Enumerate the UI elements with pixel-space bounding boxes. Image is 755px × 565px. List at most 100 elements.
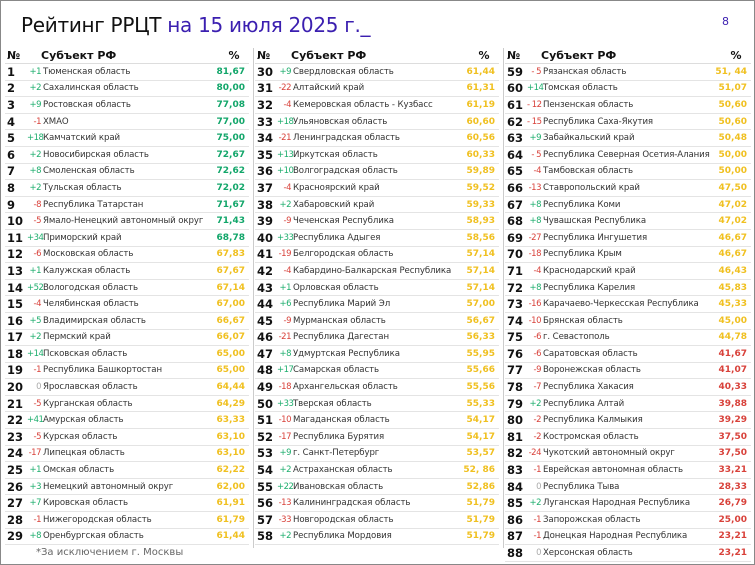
rank: 84 xyxy=(507,479,524,494)
table-row: 36 +10 Волгоградская область 59,89 xyxy=(255,164,499,181)
rank-change: +1 xyxy=(279,282,291,293)
region-name: Краснодарский край xyxy=(543,265,636,276)
rank-change: 0 xyxy=(536,548,541,559)
region-name: Республика Крым xyxy=(543,249,622,260)
region-name: Херсонская область xyxy=(543,548,633,559)
percent-value: 59,52 xyxy=(466,182,495,193)
table-row: 45 -9 Мурманская область 56,67 xyxy=(255,313,499,330)
percent-value: 55,56 xyxy=(466,382,495,393)
rank-change: 0 xyxy=(36,382,41,393)
table-row: 32 -4 Кемеровская область - Кузбасс 61,1… xyxy=(255,97,499,114)
percent-value: 41,67 xyxy=(718,348,747,359)
table-row: 49 -18 Архангельская область 55,56 xyxy=(255,379,499,396)
percent-value: 56,33 xyxy=(466,332,495,343)
table-row: 58 +2 Республика Мордовия 51,79 xyxy=(255,529,499,546)
region-name: Новосибирская область xyxy=(43,149,149,160)
rank: 53 xyxy=(257,446,274,461)
rank-change: -1 xyxy=(533,514,542,525)
region-name: Республика Коми xyxy=(543,199,621,210)
percent-value: 71,43 xyxy=(216,216,245,227)
rank: 39 xyxy=(257,214,274,229)
rank-change: -5 xyxy=(33,216,42,227)
region-name: Рязанская область xyxy=(543,66,627,77)
percent-value: 60,33 xyxy=(466,149,495,160)
rank: 62 xyxy=(507,114,524,129)
percent-value: 61,91 xyxy=(216,498,245,509)
rank-change: +13 xyxy=(277,149,294,160)
percent-value: 39,29 xyxy=(718,415,747,426)
table-row: 15 -4 Челябинская область 67,00 xyxy=(5,296,249,313)
percent-value: 50,00 xyxy=(718,149,747,160)
rank-change: -1 xyxy=(33,514,42,525)
rank-change: +2 xyxy=(29,182,41,193)
rank: 49 xyxy=(257,380,274,395)
percent-value: 81,67 xyxy=(216,66,245,77)
percent-value: 56,67 xyxy=(466,315,495,326)
rank: 52 xyxy=(257,429,274,444)
footnote: *За исключением г. Москвы xyxy=(36,547,184,558)
region-name: Немецкий автономный округ xyxy=(43,481,174,492)
rank: 86 xyxy=(507,512,524,527)
table-row: 48 +17 Самарская область 55,66 xyxy=(255,363,499,380)
rank: 76 xyxy=(507,346,524,361)
rank: 10 xyxy=(7,214,24,229)
rank-change: -4 xyxy=(283,265,292,276)
region-name: Еврейская автономная область xyxy=(543,465,683,476)
table-row: 59 - 5 Рязанская область 51, 44 xyxy=(505,64,751,81)
region-name: Псковская область xyxy=(43,348,128,359)
table-row: 38 +2 Хабаровский край 59,33 xyxy=(255,197,499,214)
percent-value: 25,00 xyxy=(718,514,747,525)
rank: 74 xyxy=(507,313,524,328)
table-row: 47 +8 Удмуртская Республика 55,95 xyxy=(255,346,499,363)
table-row: 9 -8 Республика Татарстан 71,67 xyxy=(5,197,249,214)
rank-change: +2 xyxy=(29,332,41,343)
percent-value: 55,66 xyxy=(466,365,495,376)
table-row: 21 -5 Курганская область 64,29 xyxy=(5,396,249,413)
rank: 6 xyxy=(7,147,16,162)
page-number: 8 xyxy=(722,15,729,28)
percent-value: 61,31 xyxy=(466,83,495,94)
percent-value: 75,00 xyxy=(216,133,245,144)
rank: 67 xyxy=(507,197,524,212)
table-row: 22 +41 Амурская область 63,33 xyxy=(5,412,249,430)
rank: 2 xyxy=(7,81,16,96)
table-header: № Субъект РФ % xyxy=(255,48,499,64)
rank-change: -4 xyxy=(533,166,542,177)
percent-value: 72,02 xyxy=(216,182,245,193)
rank-change: +2 xyxy=(29,149,41,160)
table-row: 81 -2 Костромская область 37,50 xyxy=(505,429,751,446)
rank-change: -1 xyxy=(33,116,42,127)
region-name: Запорожская область xyxy=(543,514,641,525)
percent-value: 67,83 xyxy=(216,249,245,260)
rank: 42 xyxy=(257,263,274,278)
percent-value: 45,83 xyxy=(718,282,747,293)
percent-value: 57,00 xyxy=(466,299,495,310)
rank-change: -4 xyxy=(33,299,42,310)
region-name: Республика Алтай xyxy=(543,398,625,409)
table-row: 5 +18 Камчатский край 75,00 xyxy=(5,130,249,147)
rank: 72 xyxy=(507,280,524,295)
rank-change: -2 xyxy=(533,431,542,442)
rank: 21 xyxy=(7,396,24,411)
rank: 5 xyxy=(7,131,16,146)
rank: 12 xyxy=(7,247,24,262)
rank-change: -1 xyxy=(533,465,542,476)
region-name: Республика Северная Осетия-Алания xyxy=(543,149,710,160)
percent-value: 52, 86 xyxy=(463,465,495,476)
region-name: Донецкая Народная Республика xyxy=(543,531,688,542)
region-name: Кабардино-Балкарская Республика xyxy=(293,265,452,276)
percent-value: 46,43 xyxy=(718,265,747,276)
percent-value: 65,00 xyxy=(216,348,245,359)
rank-change: +8 xyxy=(529,216,541,227)
rank: 87 xyxy=(507,529,524,544)
rank: 55 xyxy=(257,479,274,494)
table-row: 23 -5 Курская область 63,10 xyxy=(5,429,249,446)
rank-change: +2 xyxy=(279,465,291,476)
rank-change: -10 xyxy=(278,415,292,426)
rank-change: -21 xyxy=(278,332,292,343)
percent-value: 51,79 xyxy=(466,531,495,542)
rank-change: +8 xyxy=(529,199,541,210)
percent-value: 50,60 xyxy=(718,116,747,127)
region-name: Карачаево-Черкесская Республика xyxy=(543,299,699,310)
table-row: 44 +6 Республика Марий Эл 57,00 xyxy=(255,296,499,313)
